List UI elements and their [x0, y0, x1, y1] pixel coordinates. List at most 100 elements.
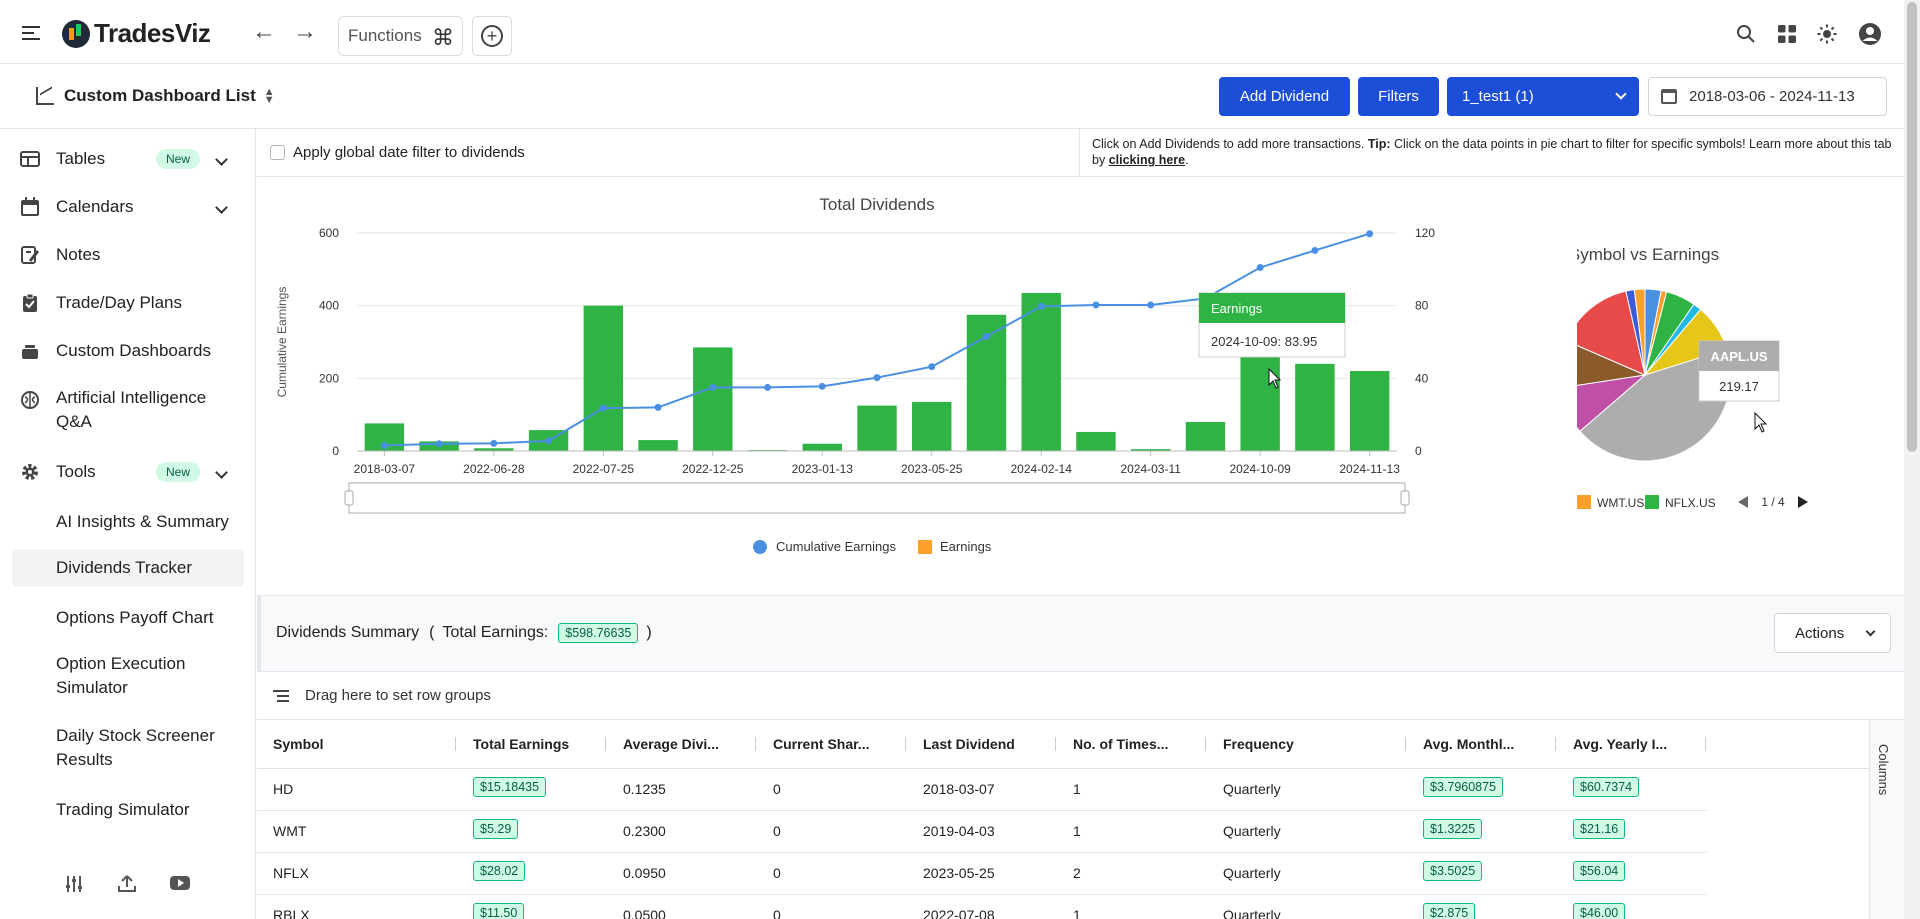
- column-header[interactable]: Last Dividend: [923, 736, 1015, 752]
- logo-text: TradesViz: [94, 18, 211, 48]
- column-header[interactable]: Symbol: [273, 736, 324, 752]
- sidebar-item-label: Tables: [56, 149, 106, 168]
- summary-header: Dividends Summary ( Total Earnings: $598…: [257, 596, 1904, 672]
- add-button[interactable]: +: [472, 16, 512, 56]
- column-resize-handle[interactable]: [1055, 737, 1056, 751]
- column-resize-handle[interactable]: [605, 737, 606, 751]
- sidebar-item-tools[interactable]: Tools New: [0, 456, 256, 488]
- custom-dashboard-list-dropdown[interactable]: Custom Dashboard List ▲ ▼: [36, 86, 275, 106]
- column-header[interactable]: Avg. Monthl...: [1423, 736, 1515, 752]
- sidebar-subitem-ai-insights[interactable]: AI Insights & Summary: [56, 512, 229, 531]
- chevron-down-icon[interactable]: [215, 152, 228, 166]
- table-cell-total: $11.50: [473, 903, 525, 919]
- table-row[interactable]: NFLX $28.02 0.0950 0 2023-05-25 2 Quarterly $3.…: [257, 853, 1707, 895]
- calendar-icon: [21, 197, 39, 216]
- tip-body: Click on the data points in pie chart to…: [1092, 137, 1892, 167]
- summary-paren-open: (: [429, 624, 435, 641]
- mouse-cursor-icon: [1268, 367, 1282, 389]
- tip-box: Click on Add Dividends to add more trans…: [1079, 129, 1904, 177]
- search-icon[interactable]: [1736, 24, 1756, 44]
- table-cell-times: 1: [1073, 907, 1081, 919]
- learn-more-link[interactable]: clicking here: [1108, 153, 1186, 167]
- sidebar-subitem-dividends-tracker[interactable]: Dividends Tracker: [12, 549, 244, 587]
- x-tick-label: 2022-07-25: [573, 462, 635, 476]
- logo[interactable]: TradesViz: [62, 18, 211, 49]
- actions-dropdown-button[interactable]: Actions: [1774, 613, 1891, 653]
- forward-arrow-icon[interactable]: →: [293, 18, 317, 45]
- sidebar-subitem-trading-simulator[interactable]: Trading Simulator: [56, 800, 190, 819]
- chevron-down-icon[interactable]: [215, 200, 228, 214]
- row-group-drop-zone[interactable]: Drag here to set row groups: [257, 672, 1904, 720]
- symbol-vs-earnings-chart[interactable]: Symbol vs EarningsAAPL.US219.17HD.USWMT.…: [1577, 177, 1904, 595]
- filters-button[interactable]: Filters: [1358, 77, 1439, 116]
- sidebar-item-tables[interactable]: Tables New: [0, 143, 256, 175]
- money-badge: $60.7374: [1573, 777, 1640, 797]
- theme-sun-icon[interactable]: [1817, 24, 1837, 44]
- x-tick-label: 2024-10-09: [1229, 462, 1291, 476]
- cumulative-earnings-point: [380, 442, 388, 450]
- table-cell-freq: Quarterly: [1223, 781, 1281, 797]
- sidebar-item-notes[interactable]: Notes: [0, 239, 256, 271]
- apps-grid-icon[interactable]: [1777, 24, 1797, 44]
- date-range-value: 2018-03-06 - 2024-11-13: [1689, 88, 1855, 105]
- functions-button[interactable]: Functions ⌘: [338, 16, 463, 56]
- column-resize-handle[interactable]: [1405, 737, 1406, 751]
- date-range-input[interactable]: 2018-03-06 - 2024-11-13: [1648, 77, 1887, 116]
- column-header[interactable]: Current Shar...: [773, 736, 870, 752]
- sidebar-item-label: Trade/Day Plans: [56, 293, 182, 312]
- hamburger-menu-icon[interactable]: [22, 26, 40, 40]
- column-header[interactable]: Average Divi...: [623, 736, 719, 752]
- global-date-filter-checkbox[interactable]: [270, 145, 285, 160]
- column-resize-handle[interactable]: [755, 737, 756, 751]
- money-badge: $1.3225: [1423, 819, 1483, 839]
- user-avatar-icon[interactable]: [1858, 22, 1882, 46]
- column-resize-handle[interactable]: [455, 737, 456, 751]
- sidebar-item-ai-qa[interactable]: Artificial Intelligence Q&A: [0, 384, 256, 436]
- money-badge: $46.00: [1573, 903, 1626, 919]
- cumulative-earnings-point: [764, 383, 772, 391]
- chevron-down-icon[interactable]: [215, 465, 228, 479]
- sidebar-item-label: Calendars: [56, 197, 134, 216]
- cumulative-earnings-point: [545, 437, 553, 445]
- money-badge: $2.875: [1423, 903, 1476, 919]
- table-row[interactable]: HD $15.18435 0.1235 0 2018-03-07 1 Quarterly $3…: [257, 769, 1707, 811]
- account-select[interactable]: 1_test1 (1): [1447, 77, 1639, 116]
- summary-paren-close: ): [646, 624, 652, 641]
- column-header[interactable]: No. of Times...: [1073, 736, 1169, 752]
- total-dividends-chart[interactable]: Total Dividends 0 200 400 600 0 40 80 120 Cumulat…: [257, 177, 1457, 595]
- table-cell-last: 2023-05-25: [923, 865, 995, 881]
- sidebar-item-custom-dashboards[interactable]: Custom Dashboards: [0, 335, 256, 367]
- column-resize-handle[interactable]: [1555, 737, 1556, 751]
- youtube-icon[interactable]: [170, 875, 190, 891]
- upload-icon[interactable]: [117, 875, 137, 893]
- columns-side-panel[interactable]: Columns: [1869, 720, 1904, 919]
- column-resize-handle[interactable]: [905, 737, 906, 751]
- back-arrow-icon[interactable]: ←: [252, 18, 276, 45]
- table-cell-freq: Quarterly: [1223, 865, 1281, 881]
- sidebar-subitem-stock-screener[interactable]: Daily Stock Screener Results: [56, 726, 215, 769]
- sliders-icon[interactable]: [65, 875, 83, 893]
- money-badge: $3.7960875: [1423, 777, 1504, 797]
- scrollbar-thumb[interactable]: [1907, 2, 1917, 452]
- y-tick-label: 600: [319, 226, 339, 240]
- row-group-hint: Drag here to set row groups: [305, 687, 491, 704]
- column-header[interactable]: Frequency: [1223, 736, 1294, 752]
- column-header[interactable]: Avg. Yearly I...: [1573, 736, 1668, 752]
- earnings-bar: [802, 443, 842, 451]
- table-row[interactable]: WMT $5.29 0.2300 0 2019-04-03 1 Quarterly $1.32…: [257, 811, 1707, 853]
- add-dividend-button[interactable]: Add Dividend: [1219, 77, 1350, 116]
- sidebar-subitem-option-execution[interactable]: Option Execution Simulator: [56, 654, 186, 697]
- pie-slice: [1577, 374, 1647, 432]
- legend-swatch-cumulative: [753, 540, 767, 554]
- table-cell-times: 2: [1073, 865, 1081, 881]
- sidebar-item-trade-day-plans[interactable]: Trade/Day Plans: [0, 287, 256, 319]
- page-scrollbar[interactable]: [1904, 0, 1920, 919]
- y2-tick-label: 80: [1415, 299, 1429, 313]
- sidebar-item-label: Artificial Intelligence Q&A: [56, 388, 207, 431]
- sidebar-subitem-options-payoff[interactable]: Options Payoff Chart: [56, 608, 214, 627]
- sidebar-item-calendars[interactable]: Calendars: [0, 191, 256, 223]
- column-resize-handle[interactable]: [1705, 737, 1706, 751]
- column-resize-handle[interactable]: [1205, 737, 1206, 751]
- column-header[interactable]: Total Earnings: [473, 736, 570, 752]
- table-row[interactable]: RBLX $11.50 0.0500 0 2022-07-08 1 Quarterly $2.…: [257, 895, 1707, 919]
